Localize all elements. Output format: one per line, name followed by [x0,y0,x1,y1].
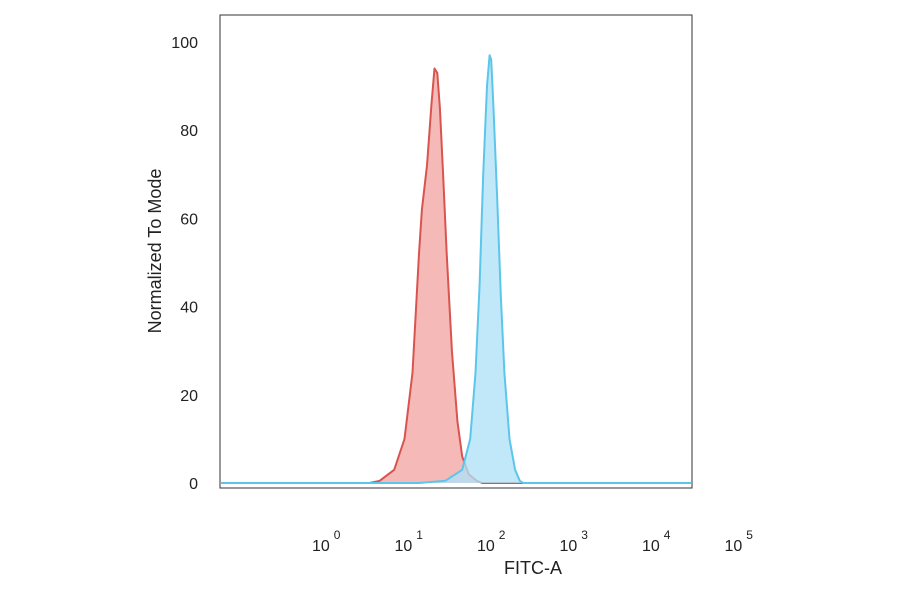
x-tick-label: 101 [395,528,424,555]
x-tick-label: 104 [642,528,671,555]
y-tick-label: 80 [180,123,198,140]
x-tick-label: 103 [560,528,589,555]
x-axis-ticks: 100 101 102 103 104 105 [312,528,753,555]
x-tick-label: 105 [725,528,754,555]
histogram-area-1 [369,68,483,483]
y-axis-label: Normalized To Mode [145,169,165,334]
series-layer [221,54,691,484]
x-tick-label: 100 [312,528,341,555]
x-axis-label: FITC-A [504,558,562,578]
histogram-area-2 [419,55,524,483]
y-axis-ticks: 0 20 40 60 80 100 [171,35,198,493]
y-tick-label: 100 [171,35,198,52]
plot-frame [219,14,693,489]
y-tick-label: 20 [180,388,198,405]
histogram-line-2 [221,54,691,484]
y-tick-label: 40 [180,300,198,317]
x-tick-label: 102 [477,528,506,555]
y-tick-label: 60 [180,211,198,228]
y-tick-label: 0 [189,476,198,493]
